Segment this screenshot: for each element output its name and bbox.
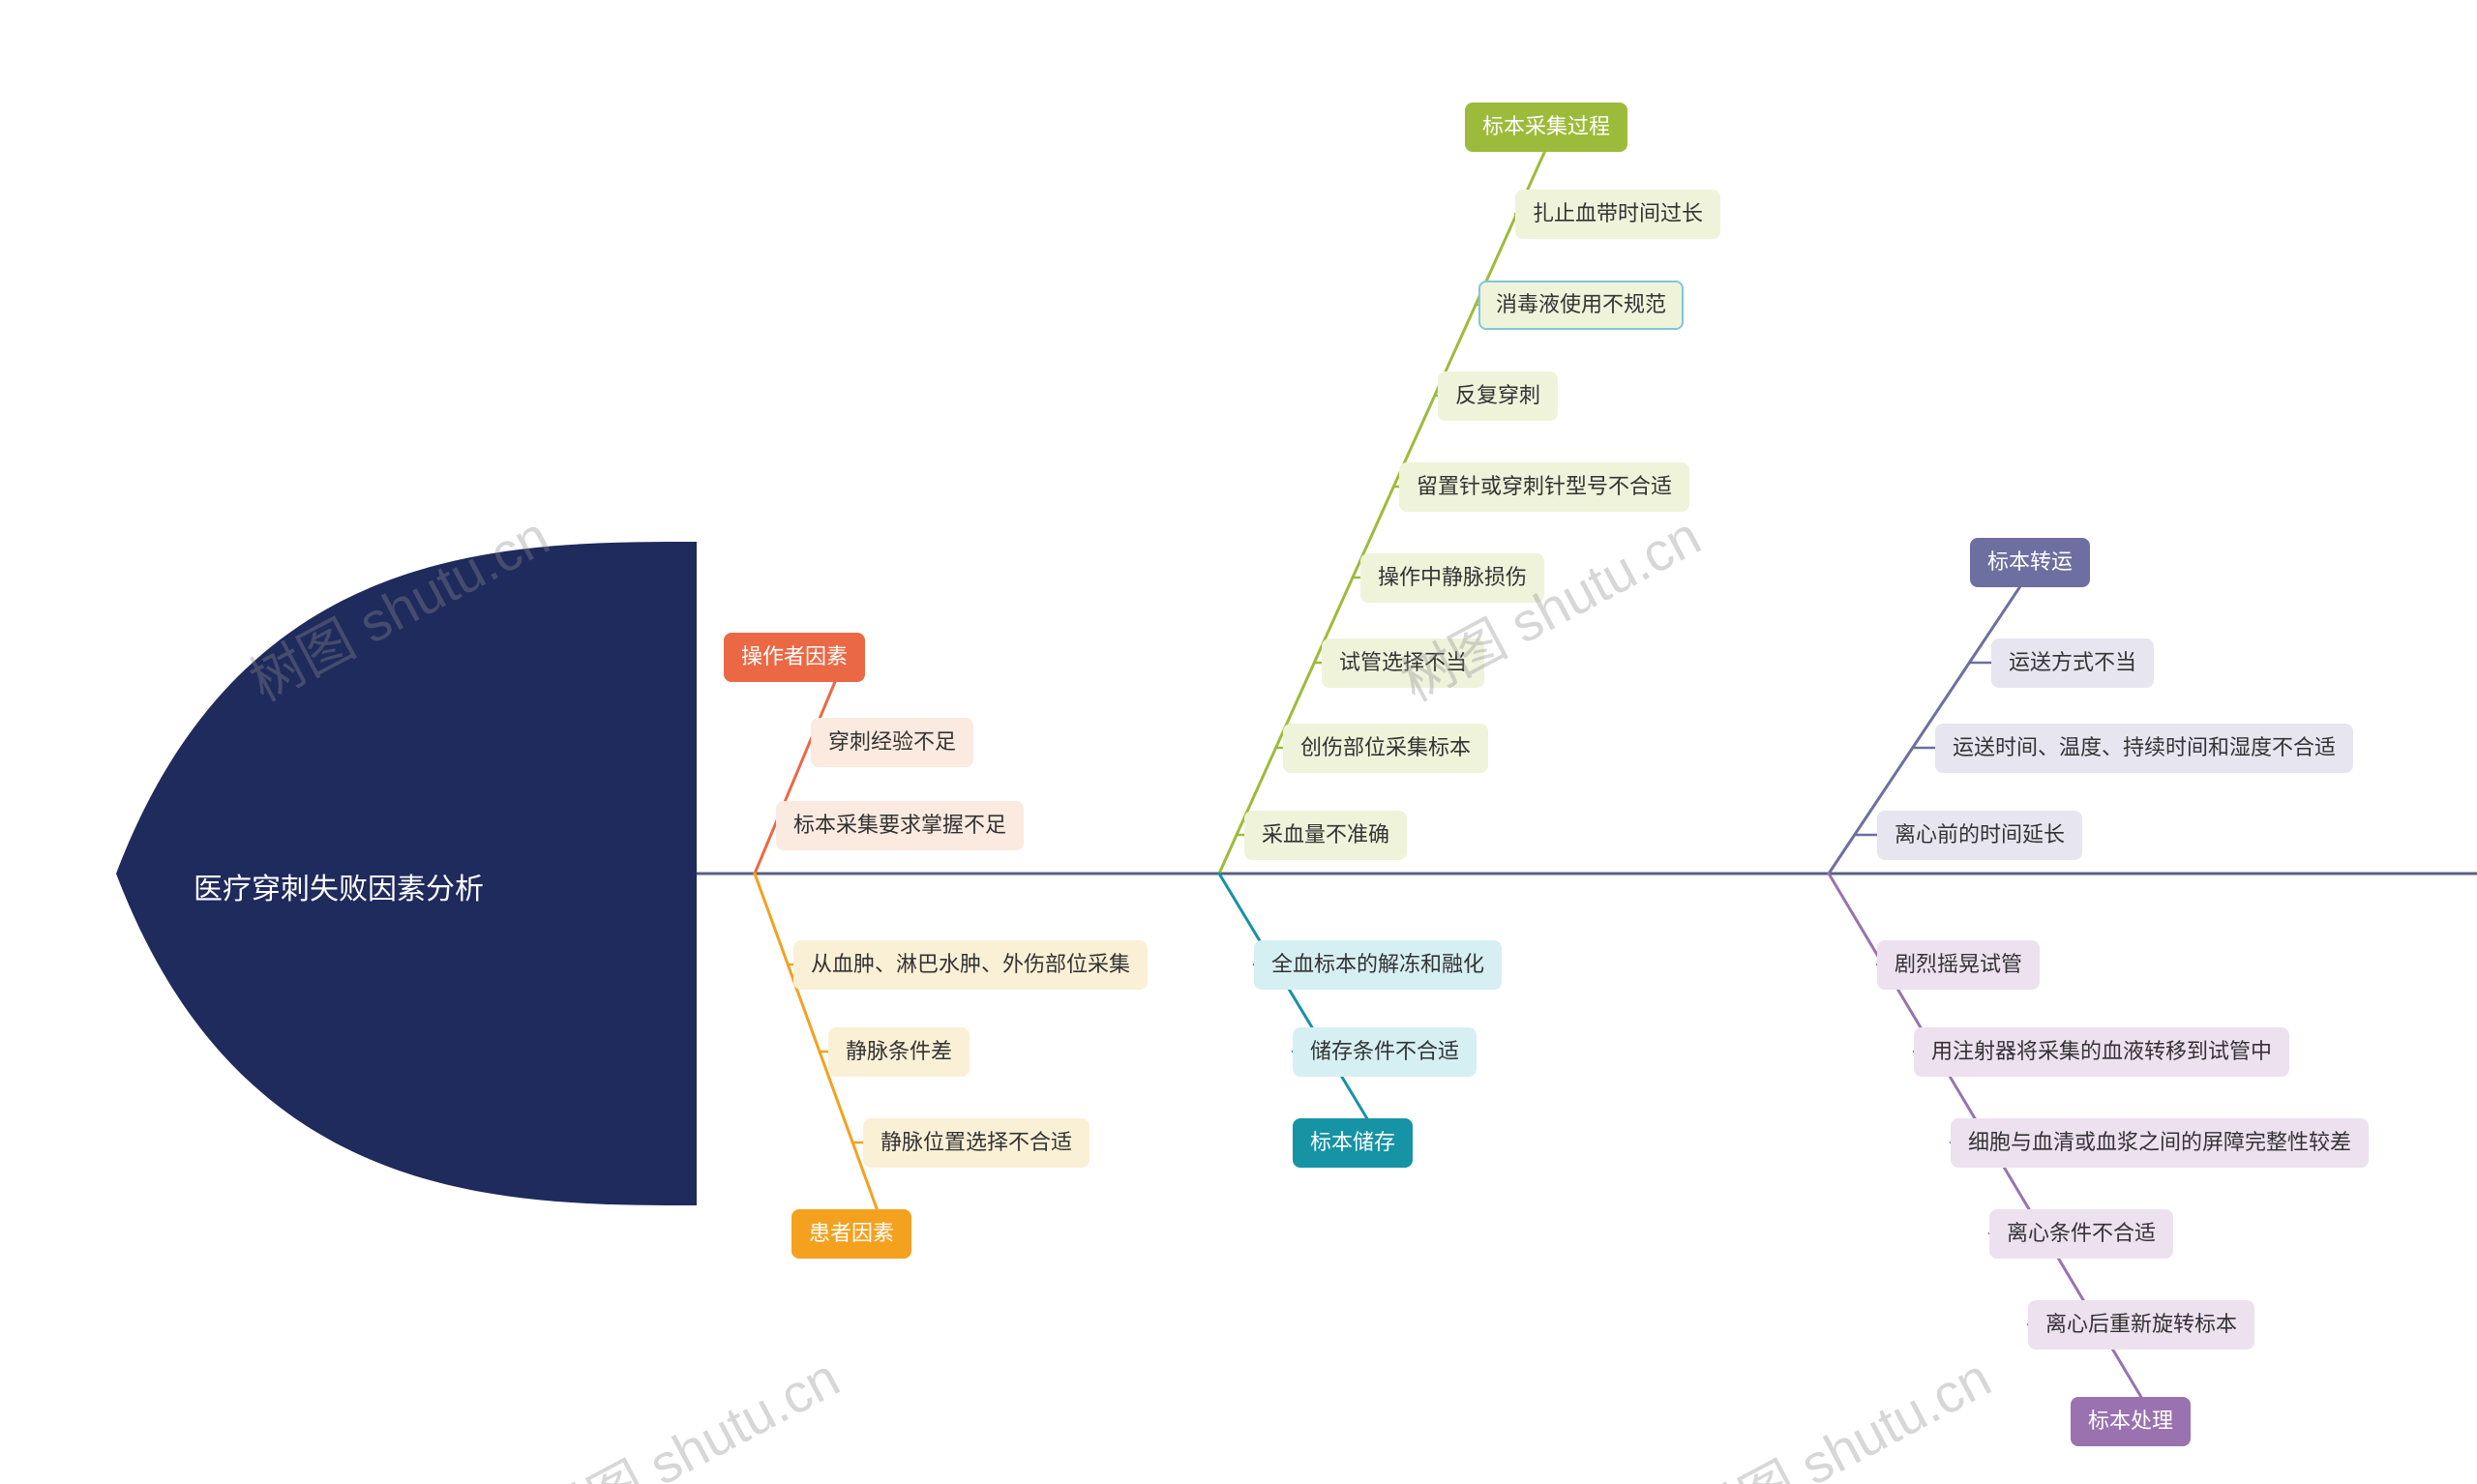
leaf-patient-2: 静脉位置选择不合适 — [863, 1118, 1089, 1168]
leaf-collection-2: 反复穿刺 — [1438, 371, 1558, 421]
leaf-transport-2: 离心前的时间延长 — [1877, 811, 2082, 860]
leaf-collection-3: 留置针或穿刺针型号不合适 — [1399, 462, 1689, 512]
leaf-transport-1: 运送时间、温度、持续时间和湿度不合适 — [1935, 724, 2353, 773]
leaf-patient-1: 静脉条件差 — [828, 1027, 970, 1077]
category-transport: 标本转运 — [1970, 538, 2090, 587]
leaf-transport-0: 运送方式不当 — [1991, 638, 2154, 688]
leaf-processing-2: 细胞与血清或血浆之间的屏障完整性较差 — [1951, 1118, 2369, 1168]
leaf-operator-1: 标本采集要求掌握不足 — [776, 801, 1024, 850]
leaf-patient-0: 从血肿、淋巴水肿、外伤部位采集 — [793, 940, 1148, 990]
leaf-processing-3: 离心条件不合适 — [1989, 1209, 2173, 1259]
leaf-storage-1: 储存条件不合适 — [1293, 1027, 1477, 1077]
category-storage: 标本储存 — [1293, 1118, 1413, 1168]
leaf-processing-1: 用注射器将采集的血液转移到试管中 — [1914, 1027, 2289, 1077]
leaf-storage-0: 全血标本的解冻和融化 — [1254, 940, 1502, 990]
diagram-canvas: 医疗穿刺失败因素分析 操作者因素穿刺经验不足标本采集要求掌握不足患者因素 从血肿、淋… — [0, 0, 2477, 1484]
category-operator: 操作者因素 — [724, 633, 865, 682]
leaf-processing-0: 剧烈摇晃试管 — [1877, 940, 2040, 990]
leaf-collection-5: 试管选择不当 — [1322, 638, 1484, 688]
leaf-collection-7: 采血量不准确 — [1244, 811, 1407, 860]
category-patient: 患者因素 — [791, 1209, 911, 1259]
fish-head-label: 医疗穿刺失败因素分析 — [194, 865, 484, 907]
leaf-collection-1: 消毒液使用不规范 — [1478, 281, 1684, 330]
leaf-collection-6: 创伤部位采集标本 — [1283, 724, 1488, 773]
leaf-processing-4: 离心后重新旋转标本 — [2028, 1300, 2254, 1350]
leaf-collection-4: 操作中静脉损伤 — [1360, 553, 1544, 603]
category-collection: 标本采集过程 — [1465, 103, 1627, 152]
category-processing: 标本处理 — [2071, 1397, 2191, 1446]
leaf-collection-0: 扎止血带时间过长 — [1515, 190, 1720, 239]
leaf-operator-0: 穿刺经验不足 — [811, 718, 973, 767]
